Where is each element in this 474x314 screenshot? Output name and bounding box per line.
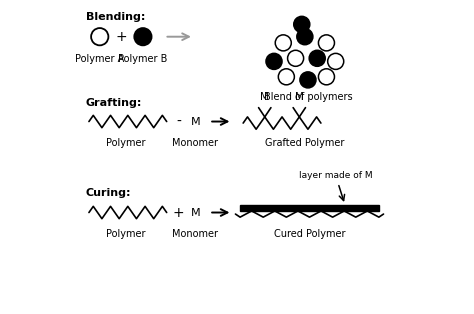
Text: -: -: [176, 115, 181, 128]
Text: M: M: [295, 92, 304, 102]
Text: M: M: [191, 116, 200, 127]
Text: Curing:: Curing:: [86, 188, 131, 198]
Text: Monomer: Monomer: [173, 230, 219, 240]
Text: Polymer: Polymer: [106, 138, 146, 149]
Text: Grafted Polymer: Grafted Polymer: [265, 138, 345, 149]
Text: Blend of polymers: Blend of polymers: [264, 92, 352, 102]
Circle shape: [300, 72, 316, 88]
Text: Monomer: Monomer: [173, 138, 219, 149]
Text: Blending:: Blending:: [86, 12, 145, 22]
Text: Polymer A: Polymer A: [75, 54, 124, 64]
Text: layer made of M: layer made of M: [299, 171, 373, 201]
Text: +: +: [173, 206, 184, 219]
Circle shape: [309, 50, 325, 66]
Text: Grafting:: Grafting:: [86, 98, 142, 108]
Text: M: M: [260, 92, 269, 102]
Text: Cured Polymer: Cured Polymer: [273, 230, 345, 240]
Circle shape: [297, 29, 313, 45]
Circle shape: [134, 28, 152, 45]
Text: Polymer B: Polymer B: [118, 54, 168, 64]
Text: +: +: [116, 30, 127, 44]
Circle shape: [294, 16, 310, 32]
Circle shape: [266, 53, 282, 69]
Text: M: M: [191, 208, 200, 218]
Bar: [240, 205, 379, 211]
Text: Polymer: Polymer: [106, 230, 146, 240]
